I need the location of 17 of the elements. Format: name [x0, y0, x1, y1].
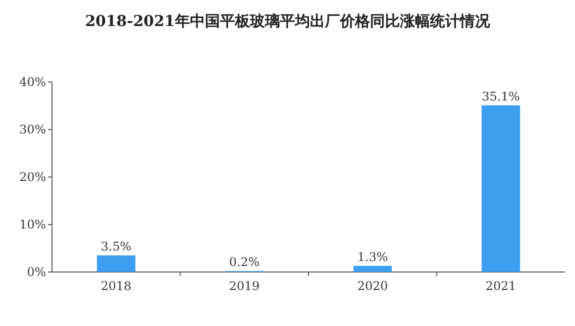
bar [96, 255, 136, 272]
chart-title: 2018-2021年中国平板玻璃平均出厂价格同比涨幅统计情况 [85, 12, 491, 30]
x-tick-label: 2019 [229, 279, 260, 293]
y-tick-label: 40% [19, 75, 46, 89]
data-label: 3.5% [100, 239, 132, 254]
y-tick-label: 30% [19, 122, 46, 136]
bar [353, 266, 392, 272]
y-tick-label: 0% [26, 265, 46, 279]
data-label: 0.2% [229, 255, 260, 270]
data-label: 35.1% [482, 89, 520, 104]
bar [482, 105, 520, 272]
x-tick-label: 2018 [100, 279, 132, 293]
y-tick-label: 20% [19, 170, 46, 184]
x-tick-label: 2021 [486, 279, 516, 293]
x-tick-label: 2020 [357, 279, 388, 293]
data-label: 1.3% [357, 250, 388, 264]
y-tick-label: 10% [19, 218, 46, 232]
